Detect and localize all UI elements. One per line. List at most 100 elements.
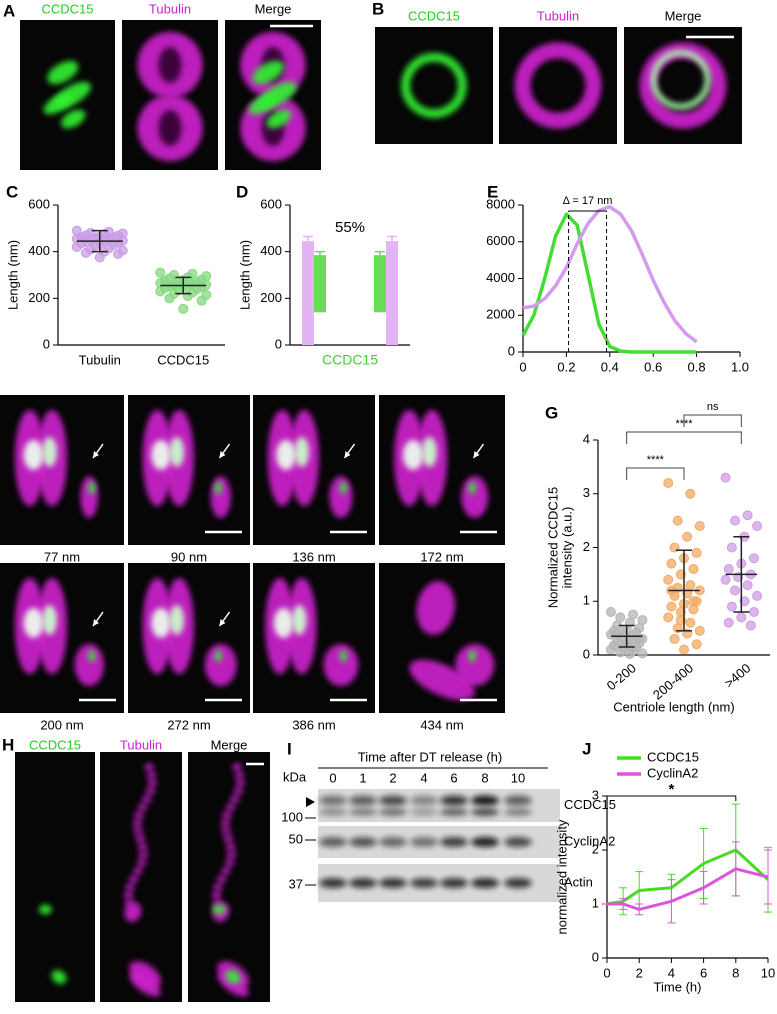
signal — [146, 771, 157, 779]
data-point — [675, 615, 686, 626]
blot-band — [410, 795, 438, 806]
data-point — [669, 633, 680, 644]
blot-band — [379, 837, 407, 847]
panel-letter: C — [6, 182, 18, 201]
image-caption: 172 nm — [420, 549, 463, 564]
blot-band — [349, 837, 377, 847]
data-point — [80, 247, 91, 258]
blot-band — [349, 795, 377, 806]
blot-band — [319, 795, 347, 806]
micrograph — [499, 27, 617, 144]
image-caption: 386 nm — [292, 717, 335, 732]
marker-label: 100 — [281, 809, 303, 824]
arrow-head — [473, 451, 480, 458]
signal — [158, 110, 182, 146]
blot-band — [471, 808, 499, 817]
arrow-head — [93, 451, 99, 458]
signal — [461, 476, 489, 518]
signal — [229, 795, 240, 803]
signal — [125, 883, 136, 891]
signal — [222, 811, 232, 819]
data-point — [663, 612, 674, 623]
signal — [88, 650, 96, 662]
blot-unit: kDa — [283, 769, 307, 784]
signal — [151, 608, 171, 638]
data-point — [723, 564, 734, 574]
annotation: Δ = 17 nm — [563, 195, 613, 207]
y-tick-label: 8000 — [486, 196, 515, 211]
y-tick-label: 0 — [275, 336, 282, 351]
image-background — [100, 752, 182, 1002]
signal — [248, 93, 279, 115]
lane-label: 2 — [389, 770, 396, 785]
significance-bracket — [626, 431, 742, 444]
signal — [136, 859, 147, 867]
signal — [468, 650, 477, 662]
panel-letter: E — [487, 182, 498, 201]
line-series — [521, 212, 697, 354]
micrograph — [379, 563, 505, 713]
micrograph — [624, 27, 742, 144]
data-point — [691, 639, 702, 650]
lane-label: 10 — [511, 770, 525, 785]
signal — [132, 819, 143, 827]
x-tick-label: 8 — [732, 965, 739, 980]
panel-letter: J — [582, 739, 591, 758]
signal — [80, 476, 98, 518]
x-tick-label: 1.0 — [731, 359, 749, 374]
signal — [221, 827, 232, 835]
blot-band — [379, 808, 407, 817]
blot-strip — [318, 789, 560, 822]
bar — [302, 241, 314, 345]
significance-bracket — [626, 467, 685, 480]
signal — [225, 843, 236, 851]
signal — [129, 972, 161, 997]
signal — [235, 779, 246, 787]
blot-band — [504, 878, 532, 888]
data-point — [682, 531, 693, 542]
y-axis-label: normalized intensity — [554, 819, 569, 934]
micrograph — [375, 27, 493, 144]
blot-band — [319, 837, 347, 847]
signal — [169, 605, 185, 635]
signal — [144, 763, 155, 771]
signal — [221, 867, 231, 875]
image-caption: 136 nm — [292, 549, 335, 564]
y-tick-label: 200 — [28, 290, 50, 305]
signal — [273, 608, 294, 638]
image-background — [188, 752, 270, 1002]
signal — [232, 763, 243, 771]
signal — [212, 904, 226, 915]
band-label: CyclinA2 — [564, 833, 615, 848]
y-tick-label: 600 — [28, 196, 50, 211]
x-tick-label: CCDC15 — [322, 352, 378, 368]
signal — [225, 970, 241, 984]
signal — [42, 605, 58, 635]
x-tick-label: 2 — [636, 965, 643, 980]
data-point — [720, 574, 731, 585]
micrograph — [379, 395, 505, 545]
signal — [137, 843, 148, 851]
panel-letter: G — [545, 403, 558, 422]
blot-band — [471, 837, 499, 847]
blot-band — [349, 808, 377, 817]
y-axis-label: Length (nm) — [5, 240, 20, 310]
y-tick-label: 2 — [583, 539, 590, 554]
y-tick-label: 0 — [583, 646, 590, 661]
signal — [133, 867, 143, 875]
y-tick-label: 4 — [583, 431, 590, 446]
image-label: CCDC15 — [408, 8, 460, 23]
signal — [224, 859, 235, 867]
data-point — [182, 291, 193, 301]
y-tick-label: 4000 — [486, 270, 515, 285]
blot-band — [440, 795, 468, 806]
data-point — [615, 647, 626, 658]
signal — [294, 437, 310, 467]
signal — [133, 827, 144, 835]
data-point — [748, 607, 759, 617]
micrograph — [15, 752, 95, 1002]
arrow-head — [93, 619, 99, 626]
y-tick-label: 3 — [583, 485, 590, 500]
signal — [514, 42, 602, 129]
signal — [204, 644, 237, 686]
